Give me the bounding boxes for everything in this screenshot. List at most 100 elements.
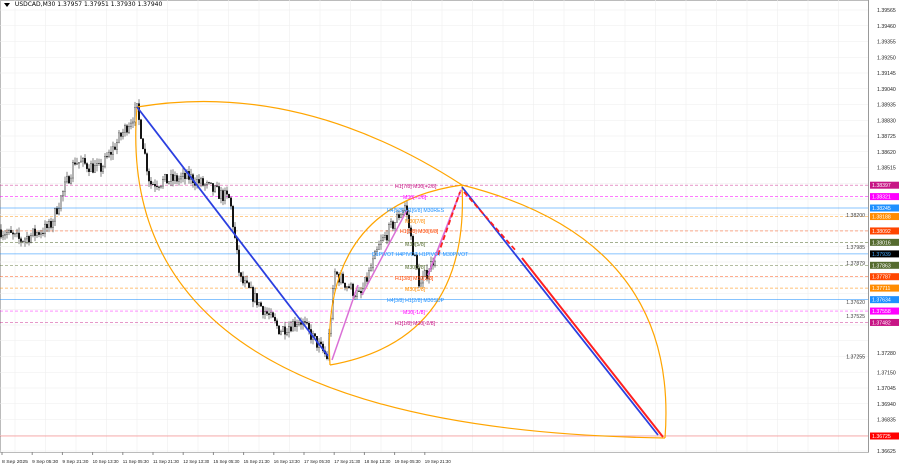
candle: [158, 185, 160, 191]
x-tick-label: 15 Sep 21:30: [244, 459, 270, 465]
candle: [346, 285, 348, 292]
candle: [62, 190, 64, 202]
candle: [52, 218, 54, 233]
candle: [130, 119, 132, 130]
x-tick-label: 17 Sep 21:30: [334, 459, 360, 465]
candle: [334, 268, 336, 293]
candle: [148, 168, 150, 188]
candle: [200, 176, 202, 188]
candle: [272, 311, 274, 318]
y-axis-label: 1.37620: [846, 300, 865, 306]
candle: [120, 131, 122, 141]
price-tag-label: 1.37787: [872, 275, 891, 281]
candle: [202, 176, 204, 187]
candle: [60, 195, 62, 212]
y-tick-label: 1.37150: [877, 370, 896, 376]
candle: [358, 286, 360, 293]
level-label: H1[5/8] M30[6/8]: [400, 229, 439, 235]
price-tag: [870, 284, 899, 292]
candle: [376, 246, 378, 256]
candle: [394, 221, 396, 232]
candle: [26, 231, 28, 245]
candle: [92, 158, 94, 174]
candle: [266, 307, 268, 316]
y-axis-label: 1.38200: [846, 213, 865, 219]
candle: [74, 157, 76, 166]
target-price-tag: [870, 432, 899, 440]
candle: [220, 186, 222, 204]
price-tag: [870, 227, 899, 235]
candle: [244, 275, 246, 288]
x-tick-label: 12 Sep 13:30: [183, 459, 209, 465]
candle: [176, 172, 178, 185]
candle: [370, 263, 372, 272]
candle: [294, 316, 296, 332]
forecast-line: [521, 257, 664, 438]
y-tick-label: 1.39460: [877, 24, 896, 30]
candle: [152, 181, 154, 185]
candle: [398, 210, 400, 221]
candle: [2, 230, 4, 241]
x-tick-label: 15 Sep 05:30: [213, 459, 239, 465]
candle: [8, 228, 10, 236]
wave-line-2: [361, 209, 408, 296]
wave-line-1: [331, 284, 359, 361]
y-axis-label: 1.37879: [846, 261, 865, 267]
candle: [264, 306, 266, 320]
candle: [90, 160, 92, 173]
level-label: M30[5/8]: [405, 242, 426, 248]
price-tag-label: 1.37711: [872, 286, 890, 292]
x-tick-label: 11 Sep 05:30: [123, 459, 149, 465]
y-tick-label: 1.38830: [877, 118, 896, 124]
price-tag: [870, 193, 899, 201]
candle: [22, 240, 24, 244]
candle: [352, 282, 354, 299]
candle: [290, 320, 292, 333]
candle: [286, 328, 288, 337]
x-tick-label: 18 Sep 13:30: [364, 459, 390, 465]
candle: [258, 301, 260, 307]
candle: [118, 130, 120, 144]
price-tag: [870, 238, 899, 246]
x-tick-label: 8 Sep 2025: [2, 459, 28, 465]
candle: [94, 160, 96, 173]
candle: [78, 162, 80, 169]
price-tag: [870, 250, 899, 258]
candle: [280, 329, 282, 336]
candle: [98, 158, 100, 167]
level-label: H1[7/8] M30[+2/8]: [395, 184, 437, 190]
candle: [412, 234, 414, 256]
dropdown-triangle-icon[interactable]: [4, 2, 10, 7]
candle: [70, 174, 72, 185]
candle: [250, 281, 252, 289]
candle: [248, 281, 250, 289]
y-tick-label: 1.38515: [877, 166, 896, 172]
candle: [116, 138, 118, 155]
candle: [288, 321, 290, 338]
time-axis: 8 Sep 2025 9 Sep 05:30 9 Sep 21:30 10 Sep 1…: [1, 452, 451, 465]
candle: [20, 236, 22, 247]
forecast-dashed-up: [437, 191, 461, 256]
candle: [30, 232, 32, 244]
candle: [144, 143, 146, 155]
candle: [64, 176, 66, 197]
chart-header: USDCAD,M30 1.37957 1.37951 1.37930 1.379…: [2, 1, 165, 8]
price-tag-label: 1.38016: [872, 240, 891, 246]
candle: [226, 186, 228, 199]
candle: [34, 224, 36, 242]
candle: [122, 128, 124, 140]
trend-line-forecast: [461, 186, 659, 436]
candle: [164, 173, 166, 182]
candle: [282, 326, 284, 333]
candle: [296, 319, 298, 332]
target-price-label: 1.36725: [872, 434, 891, 440]
price-tag-label: 1.38188: [872, 215, 891, 221]
y-tick-label: 1.39145: [877, 71, 896, 77]
candle: [96, 158, 98, 172]
candle: [178, 175, 180, 186]
candle: [6, 228, 8, 239]
lens-upper: [328, 184, 463, 366]
price-tag-label: 1.38092: [872, 229, 891, 235]
price-tag: [870, 204, 899, 212]
